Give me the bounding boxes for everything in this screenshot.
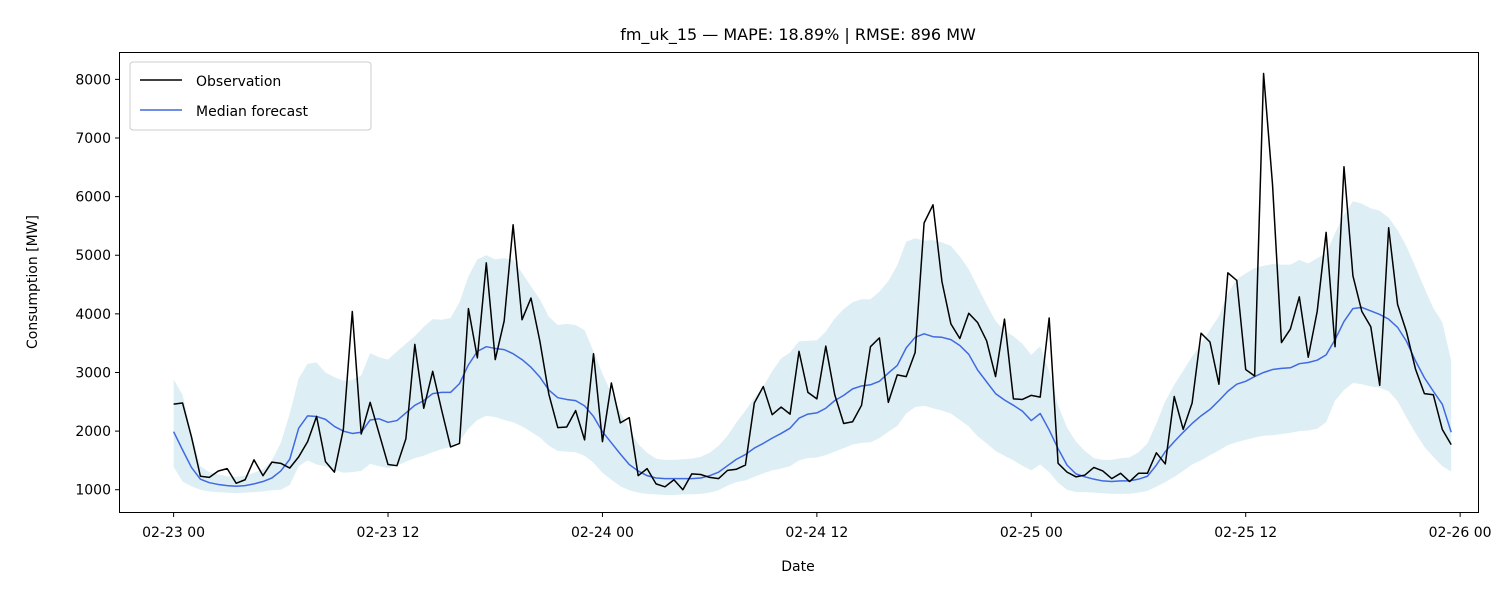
x-tick-label: 02-23 00 xyxy=(142,525,205,541)
legend-label-observation: Observation xyxy=(196,74,281,90)
legend: Observation Median forecast xyxy=(129,61,372,131)
y-tick-label: 4000 xyxy=(75,307,111,323)
x-tick-label: 02-24 00 xyxy=(571,525,634,541)
y-tick-label: 3000 xyxy=(75,365,111,381)
x-tick-label: 02-25 12 xyxy=(1214,525,1277,541)
y-axis-label: Consumption [MW] xyxy=(25,215,41,349)
legend-box xyxy=(129,61,372,131)
series-line-observation xyxy=(173,72,1452,491)
x-axis: 02-23 00 02-23 12 02-24 00 02-24 12 02-25 00… xyxy=(142,512,1492,541)
y-axis: 1000 2000 3000 4000 5000 6000 7000 8000 xyxy=(75,72,120,499)
x-tick-label: 02-23 12 xyxy=(357,525,420,541)
legend-label-median-forecast: Median forecast xyxy=(196,104,308,120)
y-tick-label: 5000 xyxy=(75,248,111,264)
y-tick-label: 8000 xyxy=(75,72,111,88)
chart-title: fm_uk_15 — MAPE: 18.89% | RMSE: 896 MW xyxy=(620,25,976,45)
x-tick-label: 02-25 00 xyxy=(1000,525,1063,541)
y-tick-label: 2000 xyxy=(75,424,111,440)
plot-area xyxy=(172,72,1452,495)
x-axis-label: Date xyxy=(781,559,814,575)
plot-frame xyxy=(119,52,1479,513)
x-tick-label: 02-24 12 xyxy=(785,525,848,541)
series-line-median-forecast xyxy=(172,306,1452,487)
x-tick-label: 02-26 00 xyxy=(1429,525,1492,541)
y-tick-label: 1000 xyxy=(75,483,111,499)
y-tick-label: 7000 xyxy=(75,131,111,147)
forecast-interval-band xyxy=(173,201,1452,495)
y-tick-label: 6000 xyxy=(75,190,111,206)
